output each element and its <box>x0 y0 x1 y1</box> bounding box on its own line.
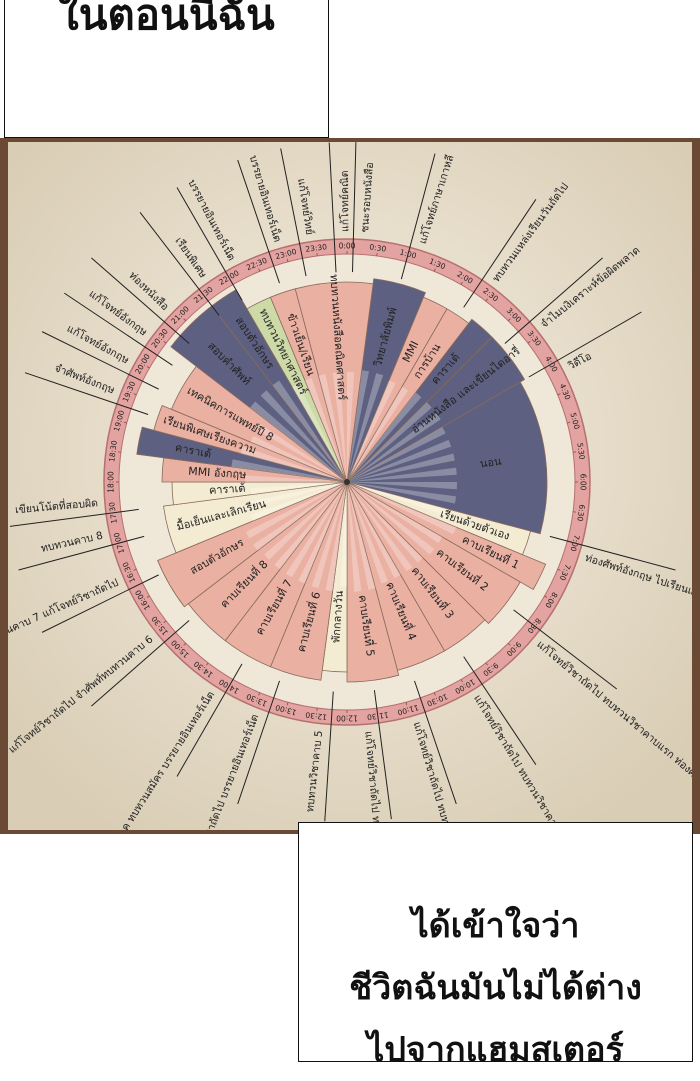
caption-box: ได้เข้าใจว่า ชีวิตฉันมันไม่ได้ต่าง ไปจาก… <box>298 822 693 1062</box>
caption-box: ในตอนนี้ฉัน <box>4 0 329 138</box>
caption-line: ไปจากแฮมสเตอร์ <box>299 1019 692 1081</box>
clock-label: 18:00 <box>107 471 116 493</box>
caption-line: ชีวิตฉันมันไม่ได้ต่าง <box>299 957 692 1019</box>
caption-text: ได้เข้าใจว่า ชีวิตฉันมันไม่ได้ต่าง ไปจาก… <box>299 895 692 1081</box>
center-dot <box>344 479 350 485</box>
segment-label: คาราเต้ <box>209 482 246 497</box>
caption-line: ได้เข้าใจว่า <box>299 895 692 957</box>
clock-label: 12:00 <box>336 714 358 723</box>
clock-label: 6:00 <box>579 474 588 491</box>
note-label: แก้โจทย์คณิต <box>338 170 351 232</box>
caption-text: ในตอนนี้ฉัน <box>5 0 328 35</box>
